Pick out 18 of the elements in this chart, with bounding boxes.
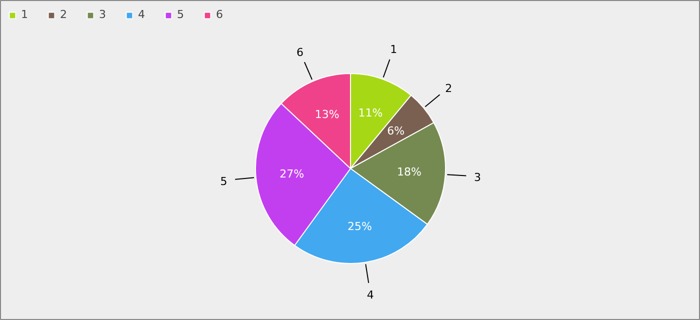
legend-label: 1	[21, 8, 29, 21]
data-label: 13%	[314, 108, 340, 121]
slice-label: 5	[220, 174, 228, 188]
slice-label: 6	[296, 46, 304, 60]
legend-label: 2	[60, 8, 68, 21]
slice-label: 3	[474, 170, 482, 184]
data-label: 18%	[397, 166, 422, 179]
legend-label: 3	[99, 8, 107, 21]
data-label: 11%	[358, 106, 383, 120]
data-label: 6%	[387, 124, 405, 138]
legend-label: 5	[177, 8, 185, 21]
slice-label: 4	[366, 288, 374, 302]
data-label: 25%	[347, 220, 372, 234]
legend-label: 6	[216, 8, 224, 21]
slice-label: 1	[390, 43, 398, 56]
data-label: 27%	[280, 168, 304, 181]
legend-label: 4	[138, 8, 146, 21]
slice-label: 2	[445, 82, 452, 95]
